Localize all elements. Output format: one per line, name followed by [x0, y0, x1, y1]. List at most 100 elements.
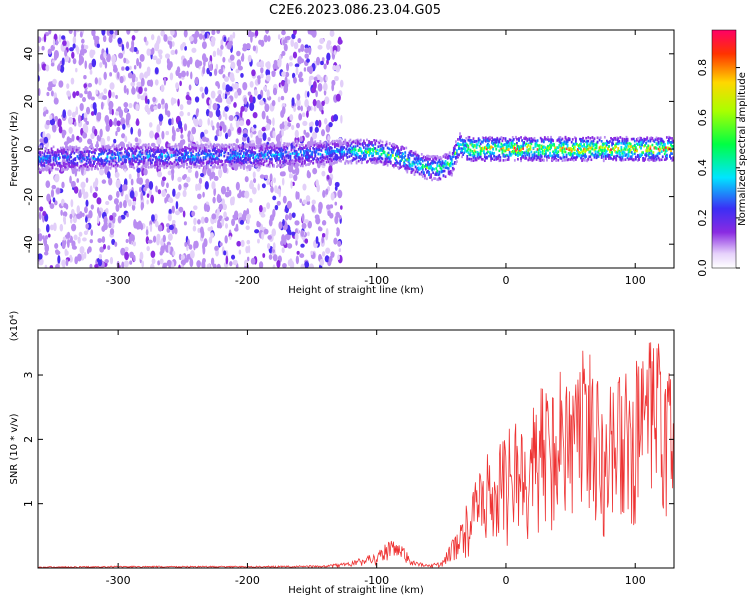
spectrogram-cell: [530, 137, 533, 140]
spectrogram-cell: [538, 157, 541, 161]
spectrogram-cell: [226, 156, 229, 160]
spectrogram-cell: [497, 143, 500, 146]
spectrogram-cell: [546, 146, 548, 150]
spectrogram-cell: [467, 146, 470, 150]
spectrogram-cell: [544, 137, 547, 141]
spectrogram-cell: [267, 144, 270, 148]
spectrogram-cell: [466, 143, 469, 147]
spectrogram-cell: [183, 165, 185, 169]
spectrogram-cell: [224, 113, 228, 121]
spectrogram-cell: [400, 155, 402, 159]
spectrogram-cell: [561, 159, 564, 163]
spectrogram-cell: [242, 133, 248, 138]
spectrogram-cell: [300, 230, 305, 237]
spectrogram-cell: [211, 181, 216, 190]
spectrogram-cell: [131, 160, 134, 163]
spectrogram-cell: [220, 149, 223, 153]
spectrogram-cell: [41, 164, 44, 167]
spectrogram-cell: [276, 161, 278, 165]
spectrogram-cell: [159, 154, 162, 157]
spectrogram-cell: [546, 148, 548, 152]
spectrogram-cell: [477, 137, 480, 140]
spectrogram-cell: [488, 139, 490, 143]
spectrogram-cell: [100, 147, 103, 151]
spectrogram-cell: [285, 159, 288, 163]
spectrogram-cell: [413, 157, 416, 160]
spectrogram-cell: [356, 140, 359, 143]
spectrogram-cell: [365, 155, 367, 159]
spectrogram-cell: [114, 157, 117, 160]
spectrogram-cell: [187, 146, 189, 150]
spectrogram-cell: [174, 210, 181, 216]
spectrogram-cell: [367, 147, 369, 150]
spectrogram-cell: [96, 158, 98, 161]
spectrogram-cell: [496, 144, 499, 148]
spectrogram-cell: [197, 60, 202, 65]
spectrogram-cell: [470, 139, 473, 143]
spectrogram-cell: [254, 30, 259, 37]
spectrogram-cell: [236, 240, 242, 247]
spectrogram-cell: [539, 136, 542, 140]
spectrogram-cell: [278, 221, 283, 230]
spectrogram-cell: [300, 58, 305, 64]
spectrogram-cell: [172, 188, 176, 197]
spectrogram-cell: [262, 143, 265, 147]
spectrogram-cell: [213, 68, 218, 76]
spectrogram-cell: [541, 149, 544, 153]
spectrogram-cell: [64, 168, 66, 171]
spectrogram-cell: [517, 147, 519, 151]
spectrogram-cell: [462, 153, 465, 156]
spectrogram-cell: [156, 158, 158, 162]
spectrogram-cell: [129, 65, 132, 71]
spectrogram-cell: [382, 151, 385, 155]
spectrogram-cell: [73, 186, 79, 194]
spectrogram-cell: [281, 160, 284, 164]
spectrogram-cell: [395, 164, 397, 167]
spectrogram-cell: [558, 145, 561, 148]
spectrogram-cell: [282, 263, 287, 268]
spectrogram-cell: [242, 161, 245, 164]
spectrogram-cell: [257, 94, 262, 100]
spectrogram-cell: [251, 151, 254, 155]
spectrogram-cell: [308, 159, 310, 162]
spectrogram-cell: [348, 149, 351, 153]
spectrogram-cell: [249, 198, 253, 203]
spectrogram-cell: [180, 43, 184, 51]
spectrogram-cell: [160, 149, 163, 153]
spectrogram-cell: [123, 57, 127, 64]
spectrogram-cell: [323, 145, 326, 148]
spectrogram-cell: [564, 158, 567, 162]
spectrogram-cell: [183, 157, 185, 161]
spectrogram-cell: [252, 153, 255, 157]
spectrogram-cell: [163, 166, 166, 170]
spectrogram-cell: [108, 148, 111, 152]
spectrogram-cell: [342, 141, 345, 145]
spectrogram-cell: [449, 169, 452, 173]
spectrogram-cell: [119, 151, 122, 155]
spectrogram-cell: [185, 148, 187, 152]
spectrogram-cell: [124, 159, 126, 162]
spectrogram-cell: [253, 177, 257, 184]
spectrogram-cell: [348, 155, 351, 158]
spectrogram-cell: [426, 177, 428, 181]
spectrogram-cell: [484, 136, 487, 140]
spectrogram-cell: [74, 157, 77, 160]
spectrogram-cell: [395, 153, 397, 157]
spectrogram-cell: [396, 154, 398, 158]
spectrogram-cell: [46, 193, 51, 202]
spectrogram-cell: [214, 135, 218, 142]
spectrogram-cell: [120, 147, 123, 150]
spectrogram-cell: [197, 160, 200, 164]
spectrogram-cell: [265, 159, 268, 163]
spectrogram-cell: [215, 63, 219, 70]
spectrogram-cell: [473, 140, 476, 143]
spectrogram-cell: [374, 157, 377, 160]
spectrogram-cell: [558, 138, 561, 142]
spectrogram-cell: [153, 150, 155, 154]
spectrogram-cell: [266, 89, 270, 98]
spectrogram-cell: [301, 112, 306, 118]
spectrogram-cell: [223, 163, 226, 166]
spectrogram-cell: [134, 148, 137, 152]
spectrogram-cell: [474, 144, 477, 148]
spectrogram-cell: [532, 138, 535, 142]
